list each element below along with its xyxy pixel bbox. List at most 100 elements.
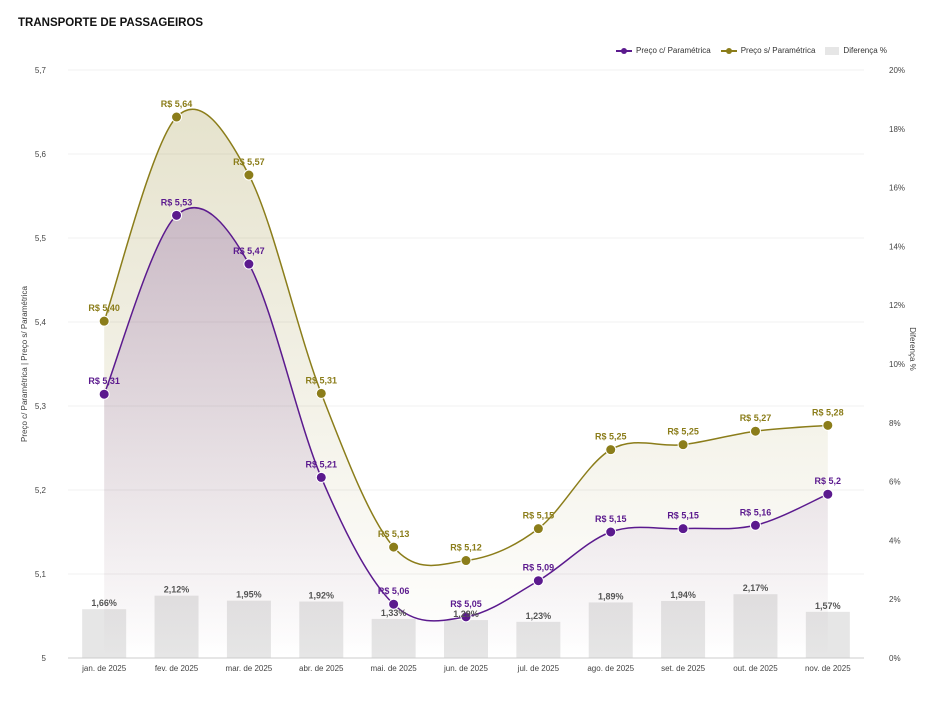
- y-right-tick: 10%: [889, 360, 905, 369]
- data-label-sem: R$ 5,40: [88, 303, 120, 313]
- data-label-com: R$ 5,09: [523, 563, 555, 573]
- legend-item-com[interactable]: Preço c/ Paramétrica: [616, 46, 711, 55]
- point-com: [315, 471, 327, 483]
- point-com: [605, 526, 617, 538]
- data-label-com: R$ 5,47: [233, 246, 265, 256]
- legend-line-com: [616, 47, 633, 54]
- diff-label: 1,29%: [453, 609, 479, 619]
- x-tick: abr. de 2025: [299, 664, 344, 673]
- point-com: [98, 388, 110, 400]
- legend-item-diff[interactable]: Diferença %: [825, 46, 887, 55]
- data-label-sem: R$ 5,25: [667, 427, 699, 437]
- data-label-com: R$ 5,05: [450, 599, 482, 609]
- data-label-com: R$ 5,31: [88, 376, 120, 386]
- point-com: [243, 258, 255, 270]
- y-right-tick: 12%: [889, 301, 905, 310]
- legend-label-sem: Preço s/ Paramétrica: [740, 46, 816, 55]
- diff-label: 1,57%: [815, 601, 841, 611]
- point-com: [822, 488, 834, 500]
- diff-label: 1,33%: [381, 608, 407, 618]
- x-tick: jan. de 2025: [81, 664, 127, 673]
- y-left-tick: 5,2: [35, 486, 47, 495]
- data-label-com: R$ 5,15: [667, 511, 699, 521]
- point-sem: [749, 425, 761, 437]
- x-tick: jul. de 2025: [517, 664, 560, 673]
- point-com: [532, 575, 544, 587]
- data-label-com: R$ 5,15: [595, 514, 627, 524]
- diff-label: 1,92%: [309, 591, 335, 601]
- y-left-tick: 5,1: [35, 570, 47, 579]
- y-left-tick: 5,3: [35, 402, 47, 411]
- y-right-tick: 16%: [889, 184, 905, 193]
- data-label-sem: R$ 5,64: [161, 99, 193, 109]
- x-tick: mar. de 2025: [226, 664, 273, 673]
- point-sem: [171, 111, 183, 123]
- x-tick: mai. de 2025: [371, 664, 418, 673]
- point-com: [749, 519, 761, 531]
- points: [98, 111, 834, 623]
- diff-label: 2,17%: [743, 583, 769, 593]
- point-sem: [315, 387, 327, 399]
- data-label-sem: R$ 5,31: [306, 375, 338, 385]
- point-sem: [605, 444, 617, 456]
- legend-label-diff: Diferença %: [843, 46, 887, 55]
- data-label-com: R$ 5,21: [306, 459, 338, 469]
- y-left-tick: 5,4: [35, 318, 47, 327]
- x-tick: set. de 2025: [661, 664, 706, 673]
- data-label-sem: R$ 5,12: [450, 543, 482, 553]
- point-com: [388, 598, 400, 610]
- y-right-tick: 4%: [889, 536, 901, 545]
- data-label-sem: R$ 5,28: [812, 407, 844, 417]
- data-label-sem: R$ 5,15: [523, 511, 555, 521]
- diff-label: 1,89%: [598, 591, 624, 601]
- x-tick: jun. de 2025: [443, 664, 489, 673]
- diff-label: 2,12%: [164, 585, 190, 595]
- data-label-sem: R$ 5,27: [740, 413, 772, 423]
- y-right-tick: 8%: [889, 419, 901, 428]
- data-label-com: R$ 5,06: [378, 586, 410, 596]
- data-label-com: R$ 5,53: [161, 197, 193, 207]
- legend-label-com: Preço c/ Paramétrica: [636, 46, 711, 55]
- y-right-tick: 14%: [889, 242, 905, 251]
- data-label-sem: R$ 5,13: [378, 529, 410, 539]
- y-right-title: Diferença %: [908, 327, 917, 371]
- point-sem: [460, 555, 472, 567]
- y-left-tick: 5: [42, 654, 47, 663]
- point-sem: [822, 419, 834, 431]
- diff-label: 1,23%: [526, 611, 552, 621]
- legend: Preço c/ Paramétrica Preço s/ Paramétric…: [616, 46, 887, 55]
- data-label-sem: R$ 5,25: [595, 432, 627, 442]
- areas: [104, 109, 828, 659]
- diff-label: 1,95%: [236, 590, 262, 600]
- data-label-com: R$ 5,16: [740, 507, 772, 517]
- point-com: [171, 209, 183, 221]
- legend-box-diff: [825, 46, 840, 55]
- y-right-tick: 20%: [889, 66, 905, 75]
- chart-title: TRANSPORTE DE PASSAGEIROS: [18, 17, 204, 29]
- y-left-tick: 5,7: [35, 66, 47, 75]
- data-labels: R$ 5,40 R$ 5,64 R$ 5,57 R$ 5,31 R$ 5,13 R$ 5,…: [88, 99, 843, 621]
- y-right-tick: 0%: [889, 654, 901, 663]
- point-sem: [532, 523, 544, 535]
- point-com: [677, 523, 689, 535]
- point-com: [460, 611, 472, 623]
- y-left-tick: 5,6: [35, 150, 47, 159]
- x-tick: ago. de 2025: [587, 664, 634, 673]
- x-tick: out. de 2025: [733, 664, 778, 673]
- legend-line-sem: [720, 47, 737, 54]
- area-com: [104, 207, 828, 658]
- diff-label: 1,94%: [670, 590, 696, 600]
- data-label-com: R$ 5,2: [815, 476, 842, 486]
- x-tick: nov. de 2025: [805, 664, 851, 673]
- data-label-sem: R$ 5,57: [233, 157, 265, 167]
- y-right-tick: 6%: [889, 478, 901, 487]
- y-right-tick: 18%: [889, 125, 905, 134]
- point-sem: [677, 439, 689, 451]
- legend-item-sem[interactable]: Preço s/ Paramétrica: [720, 46, 816, 55]
- diff-label: 1,66%: [91, 598, 117, 608]
- point-sem: [243, 169, 255, 181]
- y-left-tick: 5,5: [35, 234, 47, 243]
- x-tick: fev. de 2025: [155, 664, 199, 673]
- axes: 5 5,1 5,2 5,3 5,4 5,5 5,6 5,7 0% 2% 4% 6% 8% 10% 12% 14…: [20, 66, 917, 673]
